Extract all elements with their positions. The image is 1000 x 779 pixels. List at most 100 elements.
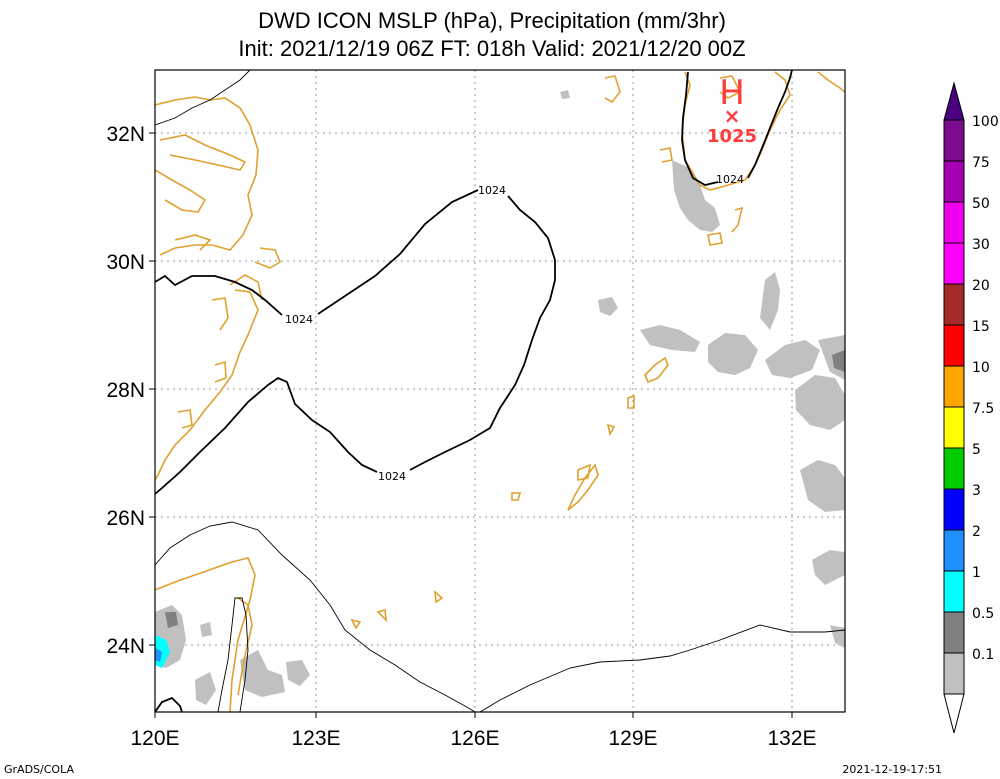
lat-label: 24N <box>106 635 145 658</box>
isobar-label: 1024 <box>285 313 313 326</box>
precipitation-colorbar: 100 75 50 30 20 15 10 7.5 5 3 2 1 0.5 0.1 <box>943 81 999 734</box>
isobar-1024 <box>409 195 556 471</box>
coastline-ryukyu <box>567 463 599 511</box>
colorbar-label: 10 <box>972 360 990 376</box>
high-pressure-center: H × 1025 <box>707 73 757 147</box>
isobar <box>155 696 183 712</box>
precip-area <box>195 672 216 705</box>
coastline-island <box>817 71 845 93</box>
coastline-china <box>177 409 193 429</box>
coastline-china <box>159 134 247 171</box>
coastline-china <box>254 247 282 269</box>
lat-label: 32N <box>106 123 145 146</box>
colorbar-swatch <box>943 365 965 408</box>
isobar-1024 <box>681 71 719 186</box>
precip-area <box>165 612 178 628</box>
grid-lines <box>155 70 845 712</box>
coastline-taiwan <box>237 597 253 696</box>
coastline-china <box>214 360 227 383</box>
colorbar-label: 75 <box>972 155 990 171</box>
colorbar-swatch <box>943 160 965 203</box>
isobar-1024 <box>747 70 793 179</box>
longitude-axis: 120E 123E 126E 129E 132E <box>130 727 816 750</box>
colorbar-top-arrow <box>943 81 965 121</box>
thin-contour <box>155 521 476 712</box>
colorbar-swatch <box>943 283 965 326</box>
precip-area <box>672 160 720 232</box>
coastline-island <box>731 206 744 233</box>
precip-area <box>812 550 845 585</box>
thin-contour <box>479 624 845 712</box>
colorbar-swatch <box>943 242 965 285</box>
colorbar-swatch <box>943 652 965 695</box>
precip-area <box>800 460 845 512</box>
precip-area <box>200 622 212 637</box>
lon-label: 126E <box>450 727 499 750</box>
coastline-island <box>604 75 621 104</box>
coastline-china <box>155 289 259 481</box>
isobars <box>155 70 793 712</box>
coastline-ryukyu <box>434 590 444 604</box>
precip-area <box>560 90 570 99</box>
isobar-1024 <box>155 376 378 495</box>
precip-area <box>598 297 618 316</box>
colorbar-label: 3 <box>972 483 981 499</box>
plot-frame <box>154 69 846 713</box>
coastline-ryukyu <box>627 394 635 409</box>
coastline-china <box>174 234 212 251</box>
colorbar-label: 100 <box>972 114 999 130</box>
precip-area <box>832 350 845 372</box>
colorbar-label: 20 <box>972 278 990 294</box>
coastline-china <box>155 169 207 213</box>
axis-ticks <box>149 132 793 718</box>
high-symbol: H <box>719 73 745 113</box>
high-pressure-value: 1025 <box>707 126 757 147</box>
colorbar-swatch <box>943 324 965 367</box>
coastline-island <box>659 147 673 163</box>
colorbar-swatch <box>943 119 965 162</box>
colorbar-label: 0.1 <box>972 647 994 663</box>
lon-label: 123E <box>291 727 340 750</box>
lat-label: 28N <box>106 379 145 402</box>
colorbar-label: 15 <box>972 319 990 335</box>
generation-timestamp: 2021-12-19-17:51 <box>842 763 942 776</box>
isobar-1024 <box>155 274 283 316</box>
coastline-china <box>211 297 229 331</box>
precip-area <box>795 375 845 430</box>
coastline-island <box>719 75 742 99</box>
lon-label: 129E <box>608 727 657 750</box>
colorbar-swatch <box>943 611 965 654</box>
precip-area <box>286 660 310 686</box>
lon-label: 132E <box>767 727 816 750</box>
lat-label: 26N <box>106 507 145 530</box>
precip-area <box>760 272 780 330</box>
coastline-ryukyu <box>577 463 592 481</box>
precip-area <box>240 650 285 697</box>
coastline-ryukyu <box>350 618 362 630</box>
colorbar-swatch <box>943 201 965 244</box>
coastline-ryukyu <box>511 492 522 501</box>
coastline-ryukyu <box>376 608 388 623</box>
lat-label: 30N <box>106 251 145 274</box>
colorbar-swatch <box>943 447 965 490</box>
colorbar-label: 30 <box>972 237 990 253</box>
precip-area <box>640 325 700 352</box>
colorbar-swatch <box>943 570 965 613</box>
colorbar-bottom-arrow <box>943 693 965 734</box>
coastline-china <box>155 557 256 712</box>
colorbar-label: 2 <box>972 524 981 540</box>
colorbar-swatch <box>943 488 965 531</box>
isobar-1024 <box>317 189 479 315</box>
precip-area <box>708 333 758 375</box>
thin-contour <box>155 70 251 126</box>
coastline-china <box>155 96 259 256</box>
colorbar-label: 50 <box>972 196 990 212</box>
coastline-china <box>229 274 263 301</box>
isobar-label: 1024 <box>716 173 744 186</box>
precip-area <box>765 340 820 378</box>
high-center-marker: × <box>724 104 741 128</box>
colorbar-swatch <box>943 529 965 572</box>
colorbar-label: 1 <box>972 565 981 581</box>
thin-contour <box>217 597 249 712</box>
